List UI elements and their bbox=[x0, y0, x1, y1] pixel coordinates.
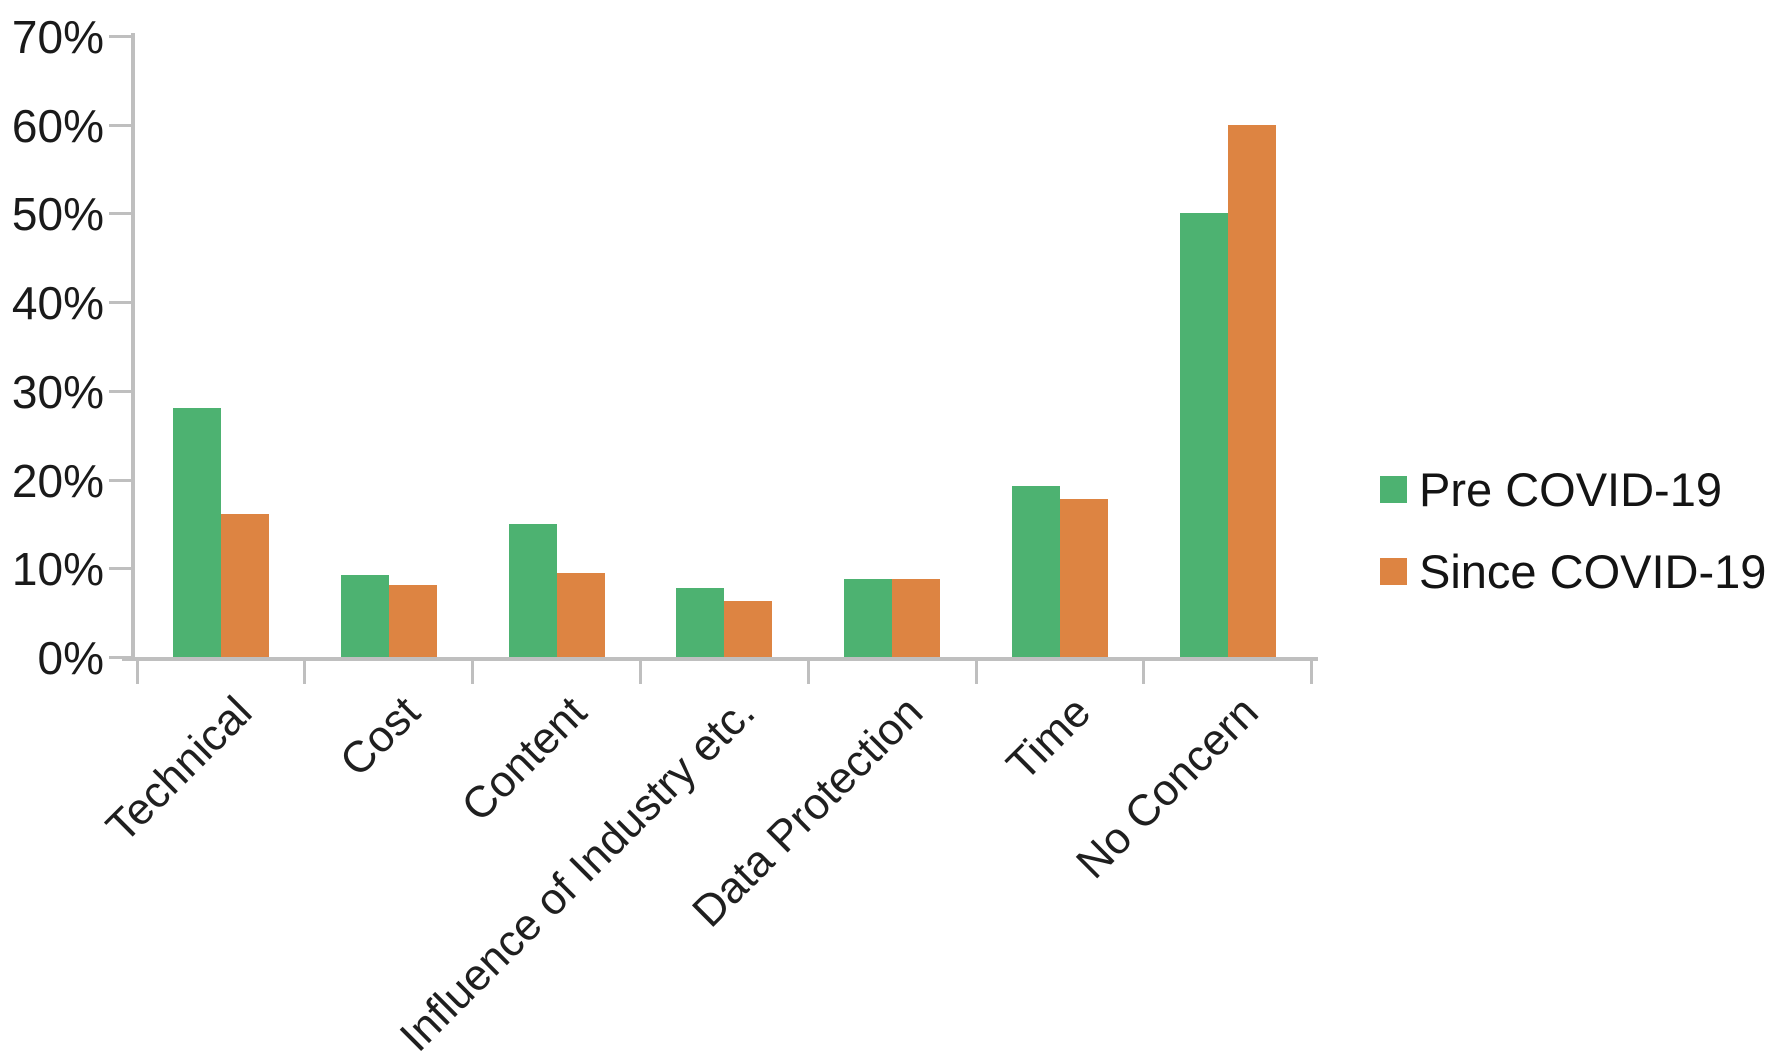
legend-item-pre-covid: Pre COVID-19 bbox=[1380, 462, 1766, 516]
bar-since-covid-no-concern bbox=[1228, 125, 1276, 657]
legend-marker-since-covid-icon bbox=[1380, 557, 1407, 585]
bar-pre-covid-data-protection bbox=[844, 579, 892, 657]
x-axis-tick bbox=[1142, 661, 1145, 684]
bar-since-covid-data-protection bbox=[892, 579, 940, 657]
y-axis-tick bbox=[109, 567, 131, 570]
bar-since-covid-content bbox=[557, 573, 605, 657]
y-axis-tick-label: 50% bbox=[11, 188, 104, 240]
legend-label-since-covid: Since COVID-19 bbox=[1419, 544, 1767, 598]
x-axis-category-label: Time bbox=[997, 687, 1100, 790]
legend-marker-pre-covid-icon bbox=[1380, 475, 1407, 503]
x-axis-tick bbox=[471, 661, 474, 684]
x-axis-tick bbox=[975, 661, 978, 684]
bar-pre-covid-content bbox=[509, 524, 557, 657]
bar-pre-covid-technical bbox=[173, 408, 221, 657]
y-axis-tick bbox=[109, 301, 131, 304]
x-axis-category-label: No Concern bbox=[1067, 687, 1268, 888]
bar-since-covid-technical bbox=[221, 514, 269, 657]
y-axis-tick bbox=[109, 124, 131, 127]
x-axis-tick bbox=[807, 661, 810, 684]
y-axis-line bbox=[131, 33, 135, 661]
x-axis-tick bbox=[639, 661, 642, 684]
x-axis-category-label: Technical bbox=[96, 687, 261, 852]
x-axis-tick bbox=[136, 661, 139, 684]
x-axis-tick bbox=[1310, 661, 1313, 684]
y-axis-tick-label: 20% bbox=[11, 455, 104, 507]
bar-pre-covid-influence-of-industry-etc bbox=[676, 588, 724, 657]
x-axis-category-label: Cost bbox=[330, 687, 429, 786]
x-axis-tick bbox=[303, 661, 306, 684]
y-axis-tick-label: 10% bbox=[11, 543, 104, 595]
y-axis-tick bbox=[109, 35, 131, 38]
y-axis-tick-label: 70% bbox=[11, 11, 104, 63]
x-axis-line bbox=[122, 657, 1318, 661]
y-axis-tick bbox=[109, 656, 131, 659]
y-axis-tick-label: 60% bbox=[11, 100, 104, 152]
y-axis-tick-label: 0% bbox=[37, 632, 104, 684]
bar-since-covid-cost bbox=[389, 585, 437, 657]
legend-label-pre-covid: Pre COVID-19 bbox=[1419, 462, 1722, 516]
legend: Pre COVID-19 Since COVID-19 bbox=[1380, 462, 1766, 626]
y-axis-tick-label: 30% bbox=[11, 366, 104, 418]
x-axis-category-label: Influence of Industry etc. bbox=[390, 687, 764, 1052]
bar-since-covid-time bbox=[1060, 499, 1108, 657]
legend-item-since-covid: Since COVID-19 bbox=[1380, 544, 1766, 598]
bar-pre-covid-no-concern bbox=[1180, 213, 1228, 657]
y-axis-tick-label: 40% bbox=[11, 277, 104, 329]
bar-pre-covid-time bbox=[1012, 486, 1060, 657]
y-axis-tick bbox=[109, 390, 131, 393]
y-axis-tick bbox=[109, 479, 131, 482]
x-axis-category-label: Content bbox=[452, 687, 596, 831]
bar-pre-covid-cost bbox=[341, 575, 389, 657]
bar-since-covid-influence-of-industry-etc bbox=[724, 601, 772, 657]
y-axis-tick bbox=[109, 212, 131, 215]
